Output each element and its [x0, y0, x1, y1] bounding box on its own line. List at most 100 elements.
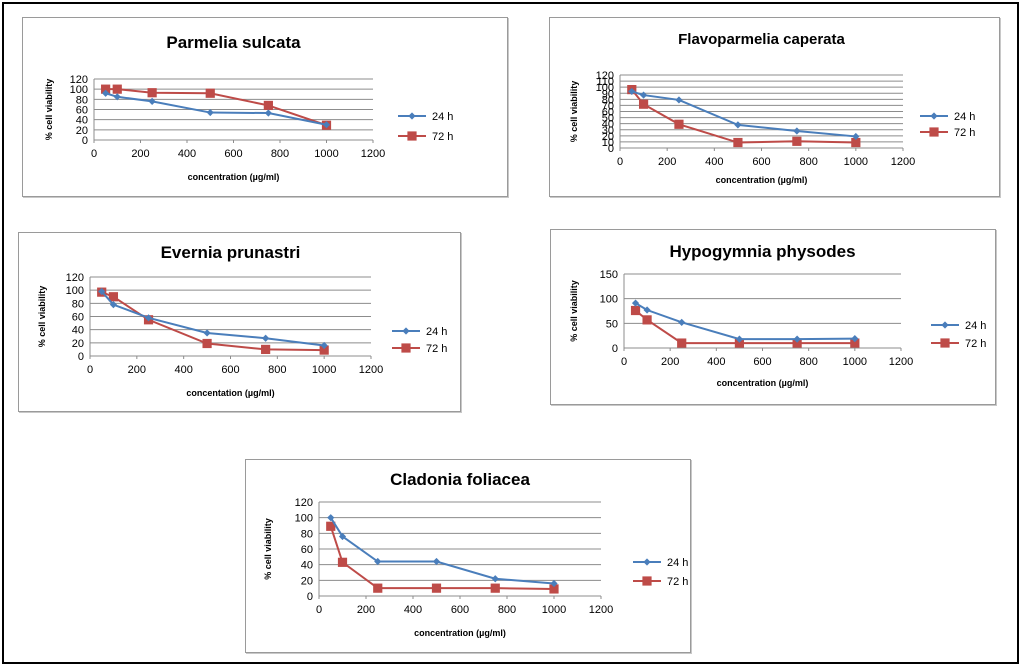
data-point-72-h	[851, 137, 861, 148]
y-tick-label: 100	[596, 82, 614, 94]
legend-label-72-h: 72 h	[667, 576, 688, 588]
x-tick-label: 600	[221, 364, 239, 376]
data-point-24-h	[203, 329, 211, 337]
x-tick-label: 400	[404, 604, 422, 616]
legend-label-72-h: 72 h	[965, 338, 986, 350]
y-tick-label: 80	[301, 528, 313, 540]
data-point-72-h	[205, 88, 215, 98]
data-point-24-h	[491, 575, 499, 583]
data-point-24-h	[206, 108, 214, 117]
data-point-24-h	[793, 127, 801, 135]
y-tick-label: 0	[608, 143, 614, 155]
legend-marker-72-h	[929, 127, 939, 137]
data-point-24-h	[793, 335, 801, 343]
y-tick-label: 50	[602, 113, 614, 125]
chart-flavoparmelia-caperata: Flavoparmelia caperata 0 10 20 30 40 50 60 70 80 9…	[549, 17, 1000, 197]
y-tick-label: 40	[602, 119, 614, 131]
data-point-72-h	[733, 137, 743, 148]
data-point-72-h	[101, 84, 111, 94]
data-point-72-h	[677, 338, 687, 348]
x-axis-label: concentration (µg/ml)	[716, 175, 808, 185]
legend-marker-24-h	[408, 112, 416, 120]
data-point-72-h	[373, 583, 383, 593]
data-point-24-h	[432, 557, 441, 566]
data-point-72-h	[108, 292, 119, 302]
x-tick-label: 600	[451, 604, 469, 616]
x-tick-label: 800	[271, 148, 289, 160]
y-tick-label: 0	[612, 343, 618, 355]
chart-evernia-prunastri: Evernia prunastri 0 20 40 60 80 100 120 0 200 400 6…	[18, 232, 461, 412]
data-point-72-h	[850, 338, 860, 348]
y-axis-label: % cell viability	[569, 81, 579, 143]
x-tick-label: 1200	[361, 148, 385, 160]
data-point-24-h	[639, 91, 648, 99]
data-point-72-h	[263, 100, 273, 111]
y-tick-label: 150	[600, 269, 618, 281]
y-tick-label: 100	[600, 294, 618, 306]
x-tick-label: 800	[268, 364, 286, 376]
legend-label-24-h: 24 h	[965, 320, 986, 332]
x-tick-label: 200	[661, 356, 679, 368]
data-point-72-h	[337, 557, 348, 567]
data-point-72-h	[431, 583, 442, 593]
x-tick-label: 0	[617, 156, 623, 168]
data-point-24-h	[851, 335, 859, 343]
legend-marker-24-h	[930, 112, 938, 120]
data-point-24-h	[675, 96, 683, 104]
y-tick-label: 20	[72, 338, 84, 350]
y-tick-label: 100	[295, 513, 313, 525]
data-point-72-h	[642, 315, 652, 325]
x-tick-label: 200	[357, 604, 375, 616]
y-tick-label: 10	[602, 137, 614, 149]
x-tick-label: 400	[174, 364, 192, 376]
data-point-72-h	[490, 583, 500, 593]
legend-label-24-h: 24 h	[667, 557, 688, 569]
y-tick-label: 40	[76, 115, 88, 127]
x-tick-label: 600	[224, 148, 242, 160]
x-tick-label: 1200	[589, 604, 613, 616]
series-line-72-h	[329, 525, 555, 590]
y-tick-label: 100	[70, 84, 88, 96]
x-tick-label: 200	[128, 364, 146, 376]
legend-marker-24-h	[643, 558, 651, 566]
legend-label-24-h: 24 h	[432, 111, 453, 123]
y-axis-label: % cell viability	[569, 280, 579, 342]
chart-title: Evernia prunastri	[161, 243, 301, 262]
x-axis-label: concentration (µg/ml)	[188, 172, 280, 182]
x-tick-label: 600	[752, 156, 770, 168]
y-tick-label: 20	[76, 125, 88, 137]
y-tick-label: 120	[66, 272, 84, 284]
data-point-72-h	[674, 119, 684, 129]
data-point-72-h	[112, 84, 122, 94]
x-tick-label: 0	[316, 604, 322, 616]
data-point-24-h	[262, 334, 270, 342]
x-tick-label: 400	[178, 148, 196, 160]
data-point-24-h	[374, 557, 382, 566]
legend-label-72-h: 72 h	[426, 343, 447, 355]
y-tick-label: 0	[82, 135, 88, 147]
legend-label-24-h: 24 h	[954, 111, 975, 123]
y-tick-label: 120	[295, 497, 313, 509]
x-tick-label: 0	[621, 356, 627, 368]
x-axis-label: concentration (µg/ml)	[717, 378, 809, 388]
y-tick-label: 60	[301, 544, 313, 556]
y-tick-label: 0	[307, 591, 313, 603]
chart-hypogymnia-physodes: Hypogymnia physodes 0 50 100 150 0 200 400 600 80…	[550, 229, 996, 405]
series-line-24-h	[100, 290, 325, 347]
data-point-24-h	[320, 341, 328, 350]
data-point-72-h	[734, 338, 745, 348]
data-point-24-h	[338, 532, 347, 541]
y-tick-label: 80	[602, 94, 614, 106]
y-tick-label: 60	[72, 312, 84, 324]
x-tick-label: 1200	[889, 356, 913, 368]
y-tick-label: 50	[606, 318, 618, 330]
y-tick-label: 60	[76, 105, 88, 117]
data-point-24-h	[98, 287, 106, 296]
data-point-72-h	[792, 338, 802, 348]
chart-cladonia-foliacea: Cladonia foliacea 0 20 40 60 80 100 120 0 200 400 6…	[245, 459, 691, 653]
legend-label-72-h: 72 h	[432, 131, 453, 143]
data-point-24-h	[678, 318, 686, 326]
y-tick-label: 90	[602, 88, 614, 100]
data-point-72-h	[147, 88, 157, 98]
